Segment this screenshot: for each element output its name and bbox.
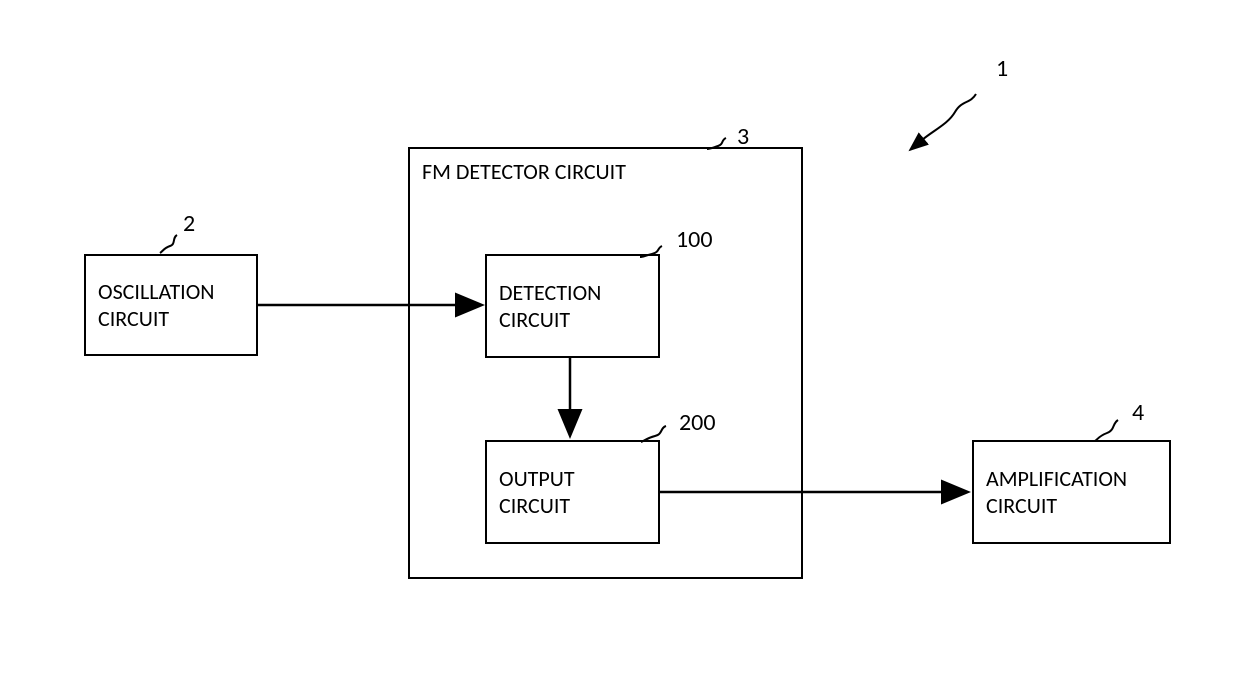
ref-3: 3 xyxy=(737,122,749,151)
amplification-label: AMPLIFICATIONCIRCUIT xyxy=(986,465,1127,520)
fm-detector-label: FM DETECTOR CIRCUIT xyxy=(422,158,626,185)
detection-box: DETECTIONCIRCUIT xyxy=(485,254,660,358)
output-label: OUTPUTCIRCUIT xyxy=(499,465,575,520)
ref-200: 200 xyxy=(679,408,716,437)
output-box: OUTPUTCIRCUIT xyxy=(485,440,660,544)
ref-1: 1 xyxy=(996,54,1008,83)
oscillation-box: OSCILLATIONCIRCUIT xyxy=(84,254,258,356)
ref-4: 4 xyxy=(1132,398,1144,427)
ref-2: 2 xyxy=(183,209,195,238)
amplification-box: AMPLIFICATIONCIRCUIT xyxy=(972,440,1171,544)
oscillation-label: OSCILLATIONCIRCUIT xyxy=(98,278,215,333)
ref-100: 100 xyxy=(676,225,713,254)
detection-label: DETECTIONCIRCUIT xyxy=(499,279,601,334)
